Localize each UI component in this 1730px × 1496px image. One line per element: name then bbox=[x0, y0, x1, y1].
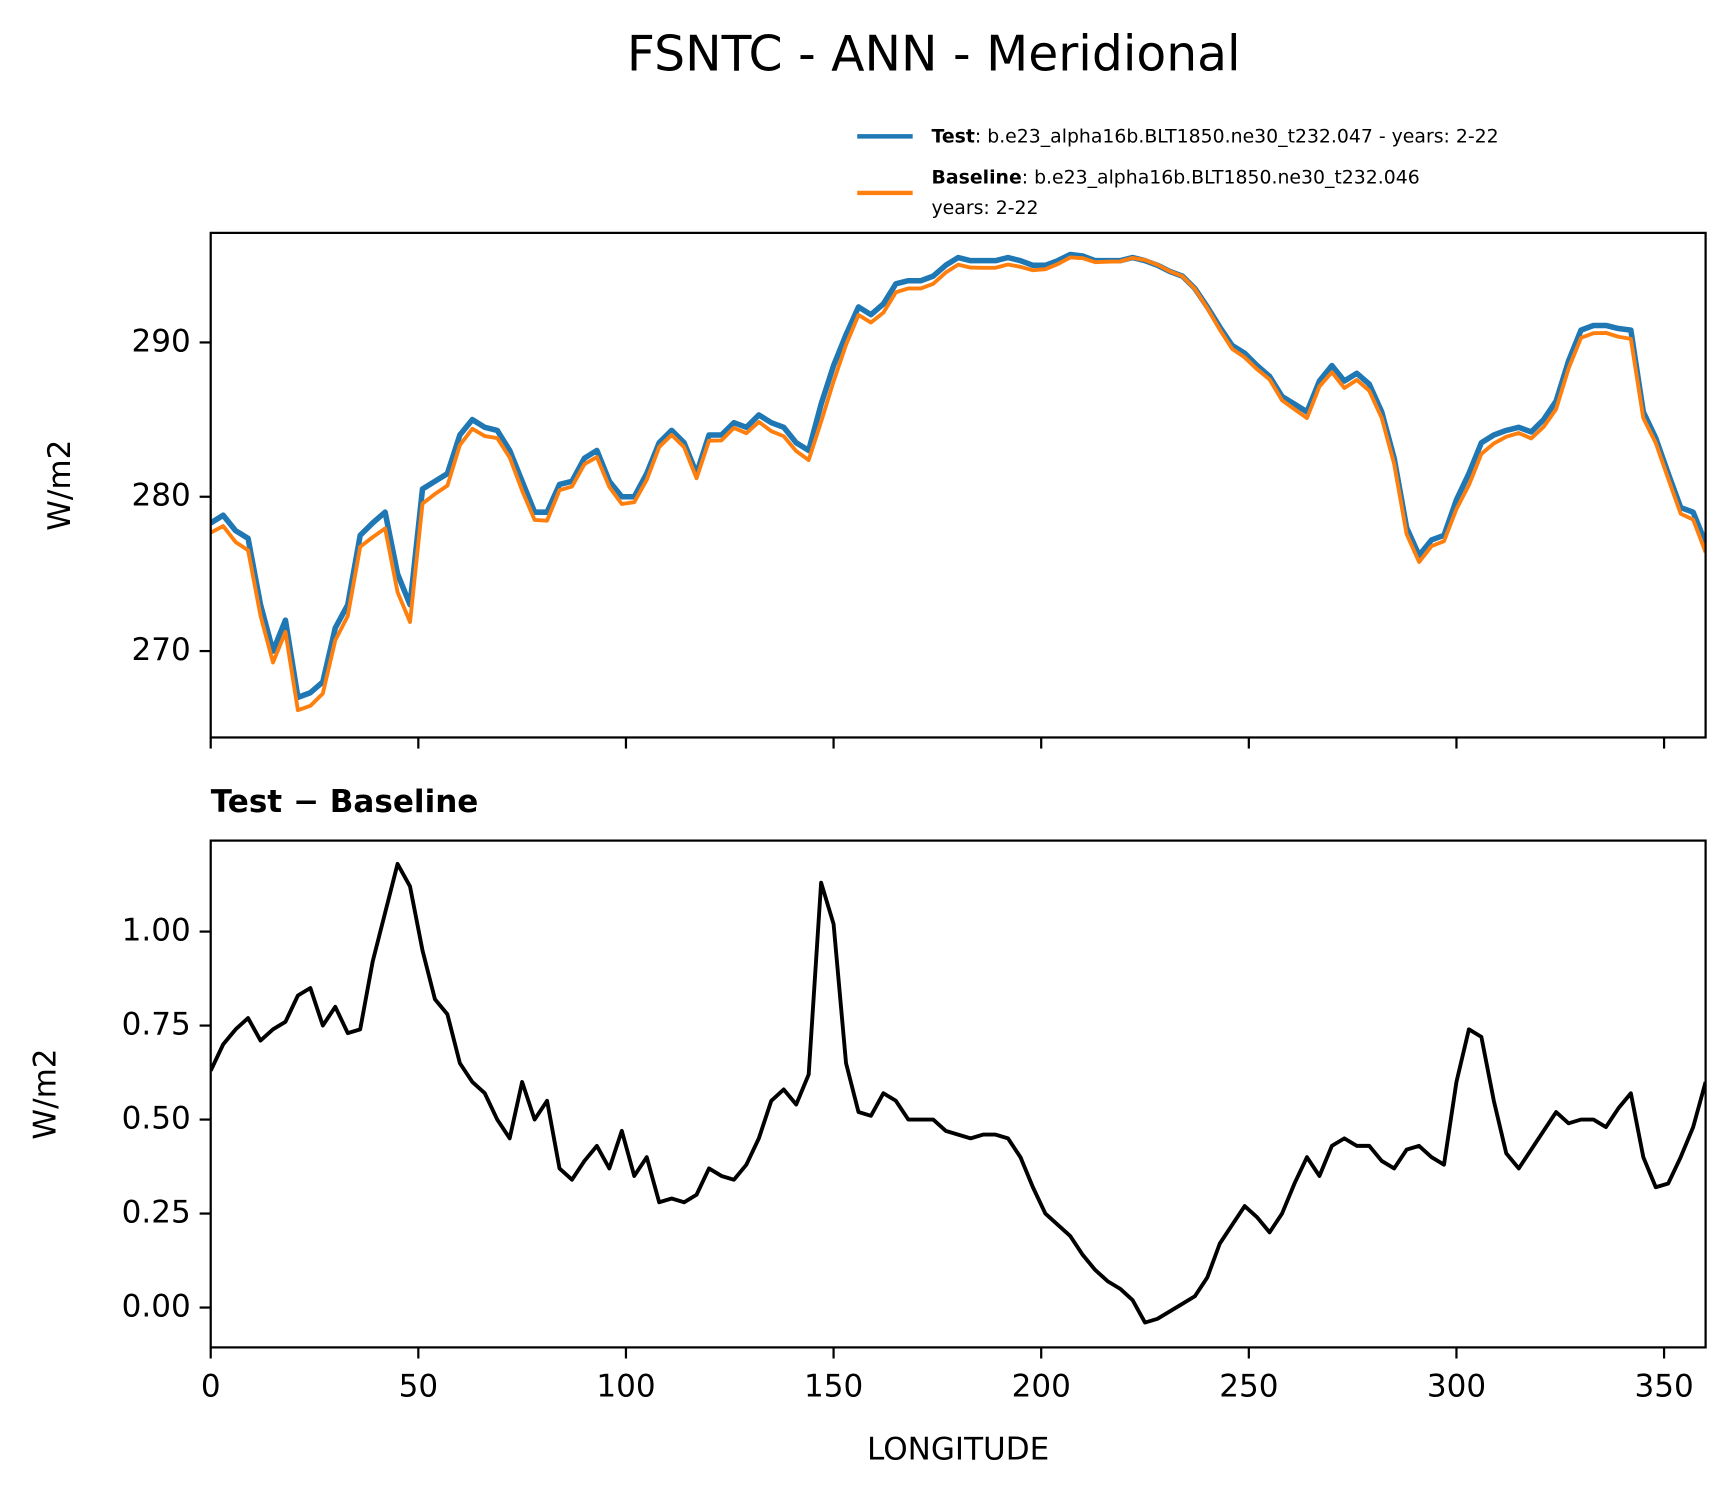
y-tick-label: 0.75 bbox=[122, 1007, 191, 1043]
data-line bbox=[210, 861, 1706, 1325]
x-tick-label: 350 bbox=[1634, 1368, 1693, 1404]
y-tick-label: 0.25 bbox=[122, 1195, 191, 1231]
y-tick-label: 1.00 bbox=[122, 913, 191, 949]
axes-frame bbox=[209, 839, 1707, 1349]
data-line bbox=[210, 255, 1706, 713]
axes-frame bbox=[209, 231, 1707, 739]
legend-label: Test: b.e23_alpha16b.BLT1850.ne30_t232.0… bbox=[932, 126, 1499, 147]
y-axis-label: W/m2 bbox=[28, 1048, 64, 1139]
y-tick-label: 290 bbox=[131, 323, 190, 359]
plot-area bbox=[210, 861, 1706, 1325]
data-line bbox=[210, 251, 1706, 701]
legend-name: Test bbox=[932, 126, 975, 147]
x-tick-label: 300 bbox=[1427, 1368, 1486, 1404]
plot-area bbox=[210, 251, 1706, 713]
x-tick-label: 200 bbox=[1012, 1368, 1071, 1404]
figure-title: FSNTC - ANN - Meridional bbox=[627, 26, 1241, 83]
legend-label: Baseline: b.e23_alpha16b.BLT1850.ne30_t2… bbox=[932, 167, 1420, 188]
x-tick-label: 250 bbox=[1219, 1368, 1278, 1404]
y-tick-label: 0.50 bbox=[122, 1101, 191, 1137]
x-tick-label: 0 bbox=[201, 1368, 221, 1404]
x-tick-label: 50 bbox=[399, 1368, 439, 1404]
x-tick-label: 150 bbox=[804, 1368, 863, 1404]
legend-description: : b.e23_alpha16b.BLT1850.ne30_t232.047 -… bbox=[975, 126, 1499, 147]
y-tick-label: 0.00 bbox=[122, 1289, 191, 1325]
y-tick-label: 280 bbox=[131, 478, 190, 514]
legend-name: Baseline bbox=[932, 167, 1022, 188]
y-axis-label: W/m2 bbox=[42, 440, 78, 531]
legend-description: : b.e23_alpha16b.BLT1850.ne30_t232.046 bbox=[1022, 167, 1420, 188]
x-axis-label: LONGITUDE bbox=[867, 1432, 1049, 1468]
x-tick-label: 100 bbox=[596, 1368, 655, 1404]
legend-description: years: 2-22 bbox=[932, 198, 1039, 219]
panel-title: Test − Baseline bbox=[211, 784, 479, 820]
y-tick-label: 270 bbox=[131, 632, 190, 668]
